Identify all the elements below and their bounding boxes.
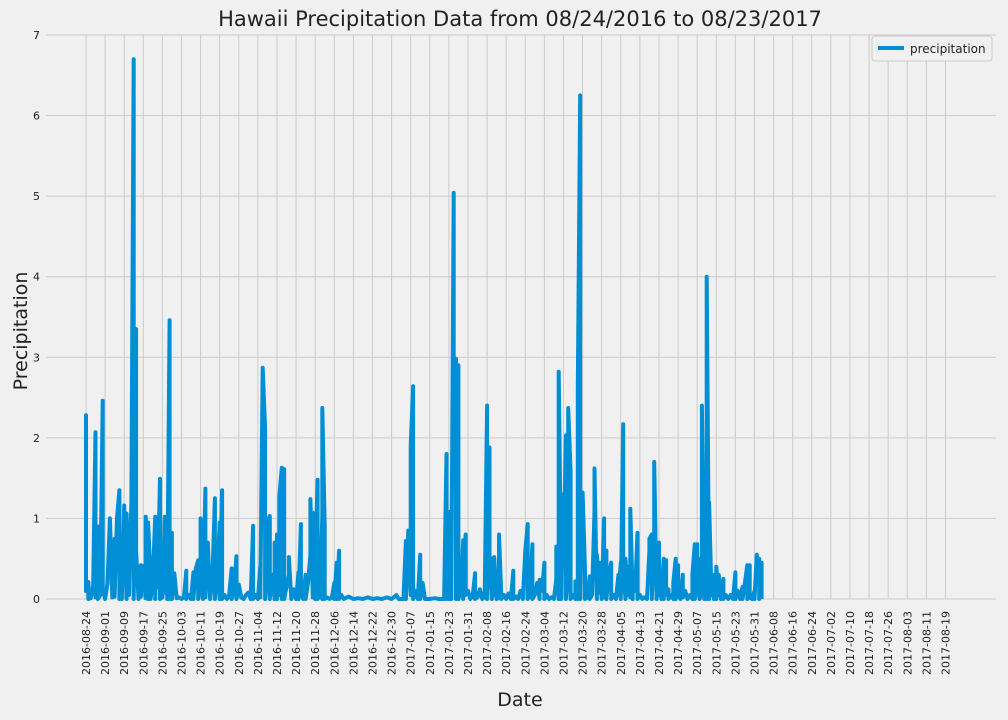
x-tick-label: 2016-11-20 (290, 611, 303, 675)
x-tick-label: 2016-10-19 (214, 611, 227, 675)
x-tick-label: 2017-02-24 (519, 611, 532, 675)
x-tick-label: 2017-06-24 (806, 611, 819, 675)
y-tick-label: 2 (33, 432, 40, 445)
x-tick-label: 2016-09-17 (137, 611, 150, 675)
y-tick-label: 5 (33, 190, 40, 203)
x-tick-label: 2016-10-11 (195, 611, 208, 675)
x-tick-label: 2016-12-22 (366, 611, 379, 675)
x-tick-label: 2017-05-07 (691, 611, 704, 675)
series-line-precipitation (84, 57, 764, 601)
x-tick-label: 2016-09-09 (118, 611, 131, 675)
y-tick-label: 0 (33, 593, 40, 606)
x-tick-label: 2017-01-07 (405, 611, 418, 675)
y-tick-label: 4 (33, 271, 40, 284)
x-tick-label: 2017-04-05 (615, 611, 628, 675)
x-tick-label: 2017-08-03 (901, 611, 914, 675)
x-tick-label: 2016-11-28 (309, 611, 322, 675)
x-tick-label: 2017-06-16 (787, 611, 800, 675)
y-tick-labels: 0 1 2 3 4 5 6 7 (33, 29, 40, 606)
x-tick-label: 2017-07-02 (825, 611, 838, 675)
y-tick-label: 1 (33, 512, 40, 525)
x-tick-label: 2017-07-10 (844, 611, 857, 675)
y-tick-label: 3 (33, 351, 40, 364)
x-tick-label: 2017-01-15 (424, 611, 437, 675)
x-tick-label: 2017-08-11 (920, 611, 933, 675)
x-tick-label: 2016-12-30 (386, 611, 399, 675)
x-tick-label: 2017-06-08 (768, 611, 781, 675)
x-tick-label: 2017-05-23 (729, 611, 742, 675)
x-tick-label: 2017-08-19 (939, 611, 952, 675)
x-tick-label: 2017-04-21 (653, 611, 666, 675)
x-tick-label: 2017-07-18 (863, 611, 876, 675)
x-tick-label: 2016-10-03 (175, 611, 188, 675)
x-tick-label: 2017-03-12 (557, 611, 570, 675)
y-tick-label: 7 (33, 29, 40, 42)
x-tick-label: 2017-04-13 (634, 611, 647, 675)
x-tick-label: 2017-02-16 (500, 611, 513, 675)
x-tick-label: 2017-05-15 (710, 611, 723, 675)
x-tick-label: 2017-04-29 (672, 611, 685, 675)
x-tick-label: 2017-05-31 (748, 611, 761, 675)
x-tick-label: 2016-08-24 (80, 611, 93, 675)
x-tick-label: 2016-11-04 (252, 611, 265, 675)
x-tick-label: 2017-03-28 (596, 611, 609, 675)
x-tick-label: 2017-02-08 (481, 611, 494, 675)
legend-box (871, 35, 993, 62)
y-axis-label: Precipitation (10, 272, 32, 391)
x-tick-label: 2016-09-01 (99, 611, 112, 675)
y-tick-label: 6 (33, 110, 40, 123)
x-tick-labels: 2016-08-24 2016-09-01 2016-09-09 2016-09-17… (80, 611, 952, 675)
x-tick-label: 2016-09-25 (156, 611, 169, 675)
chart-title: Hawaii Precipitation Data from 08/24/201… (218, 7, 822, 31)
x-axis-label: Date (497, 689, 542, 711)
x-tick-label: 2016-10-27 (233, 611, 246, 675)
x-tick-label: 2017-03-20 (577, 611, 590, 675)
x-tick-label: 2017-07-26 (882, 611, 895, 675)
legend: precipitation (871, 35, 993, 62)
series-lines (84, 57, 764, 601)
x-tick-label: 2017-01-23 (443, 611, 456, 675)
legend-label-precipitation: precipitation (910, 42, 986, 56)
x-tick-label: 2016-12-06 (328, 611, 341, 675)
x-tick-label: 2017-01-31 (462, 611, 475, 675)
x-tick-label: 2016-12-14 (347, 611, 360, 675)
x-tick-label: 2016-11-12 (271, 611, 284, 675)
x-tick-label: 2017-03-04 (538, 611, 551, 675)
